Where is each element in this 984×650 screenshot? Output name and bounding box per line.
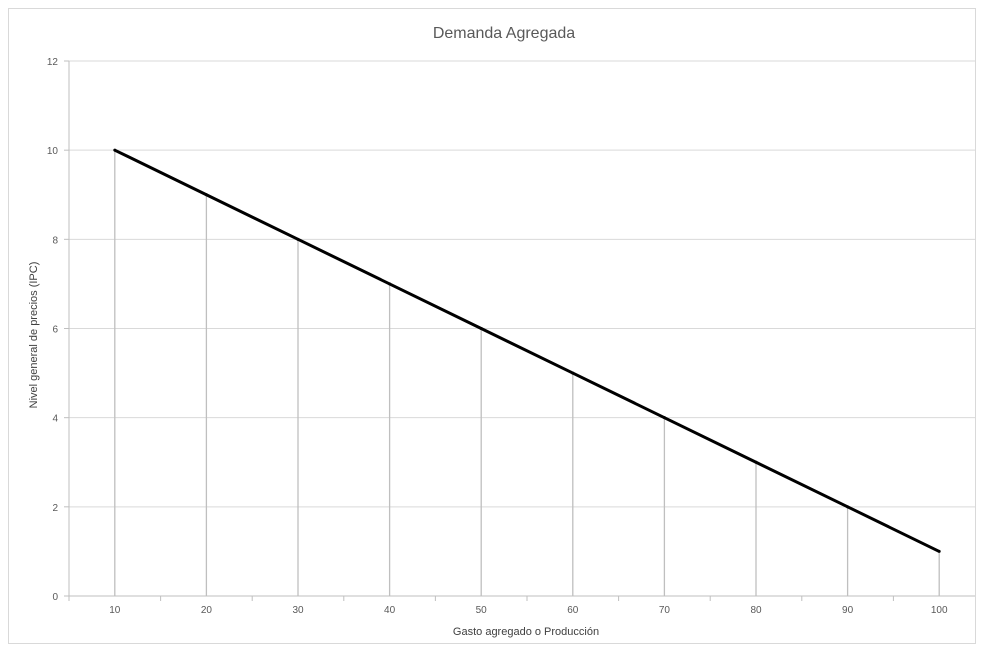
y-tick-label: 4: [52, 414, 58, 425]
series: [113, 148, 941, 553]
axes: [64, 60, 975, 601]
x-tick-label: 100: [931, 605, 948, 616]
chart-title: Demanda Agregada: [433, 25, 575, 42]
x-tick-labels: 10 20 30 40 50 60 70 80 90 100: [109, 605, 948, 616]
data-point: [113, 148, 117, 152]
y-axis-label: Nivel general de precios (IPC): [28, 262, 40, 409]
x-tick-label: 20: [201, 605, 213, 616]
x-tick-label: 60: [567, 605, 579, 616]
x-tick-label: 40: [384, 605, 396, 616]
data-point: [846, 505, 850, 509]
drop-lines: [114, 150, 940, 596]
x-tick-label: 10: [109, 605, 121, 616]
y-tick-label: 8: [52, 235, 58, 246]
x-axis-label: Gasto agregado o Producción: [453, 626, 599, 638]
data-point: [204, 193, 208, 197]
x-tick-label: 70: [659, 605, 671, 616]
y-tick-label: 6: [52, 325, 58, 336]
data-point: [571, 371, 575, 375]
data-point: [479, 327, 483, 330]
y-tick-label: 10: [47, 146, 59, 157]
y-tick-label: 12: [47, 57, 59, 68]
y-tick-label: 2: [52, 503, 58, 514]
data-point: [754, 460, 758, 464]
demand-line: [114, 148, 940, 553]
chart-svg: 0 2 4 6 8 10 12 10 20 30 40 50 60 70 80 90 100 Demanda …: [28, 25, 975, 638]
grid-lines: [69, 60, 975, 508]
x-tick-label: 80: [750, 605, 762, 616]
x-tick-label: 50: [476, 605, 488, 616]
data-point: [296, 237, 300, 241]
data-point: [662, 416, 666, 420]
y-tick-label: 0: [52, 592, 58, 603]
data-point: [388, 282, 392, 286]
data-point: [937, 549, 941, 553]
x-tick-label: 90: [842, 605, 854, 616]
x-tick-label: 30: [292, 605, 304, 616]
chart-area: 0 2 4 6 8 10 12 10 20 30 40 50 60 70 80 90 100 Demanda …: [8, 8, 976, 644]
y-tick-labels: 0 2 4 6 8 10 12: [47, 57, 59, 603]
